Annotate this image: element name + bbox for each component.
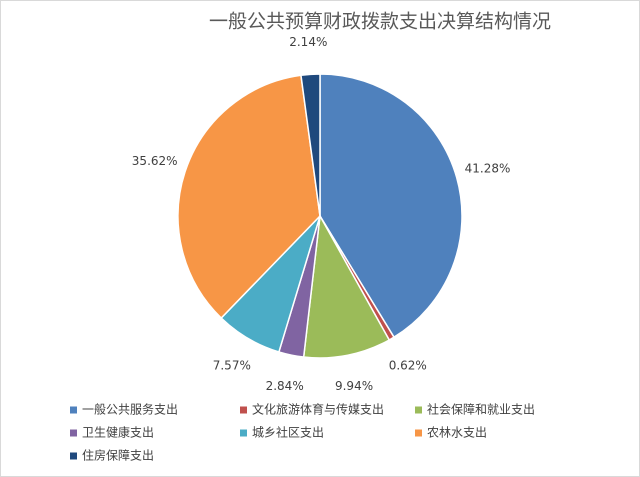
legend-marker	[240, 429, 247, 437]
data-label: 41.28%	[465, 161, 511, 175]
data-label: 0.62%	[389, 359, 427, 373]
chart-title: 一般公共预算财政拨款支出决算结构情况	[209, 11, 551, 33]
pie-slice	[302, 213, 391, 359]
data-label: 9.94%	[335, 379, 373, 393]
data-label: 2.84%	[266, 379, 304, 393]
legend-marker	[70, 429, 77, 437]
legend-label: 卫生健康支出	[82, 425, 154, 440]
legend-marker	[415, 429, 422, 437]
legend-label: 社会保障和就业支出	[427, 402, 535, 417]
legend-marker	[415, 406, 422, 414]
pie-slice	[300, 73, 321, 217]
pie-slice	[177, 74, 321, 320]
legend-label: 城乡社区支出	[252, 425, 324, 440]
pie-slice	[319, 73, 463, 339]
legend-label: 一般公共服务支出	[82, 402, 178, 417]
legend-label: 农林水支出	[427, 426, 487, 440]
legend-marker	[240, 406, 247, 414]
legend-marker	[70, 452, 77, 460]
legend-label: 住房保障支出	[82, 448, 154, 463]
data-label: 2.14%	[289, 35, 327, 49]
legend-marker	[70, 406, 77, 414]
data-label: 35.62%	[132, 154, 178, 168]
legend-label: 文化旅游体育与传媒支出	[252, 402, 384, 417]
data-label: 7.57%	[213, 358, 251, 372]
